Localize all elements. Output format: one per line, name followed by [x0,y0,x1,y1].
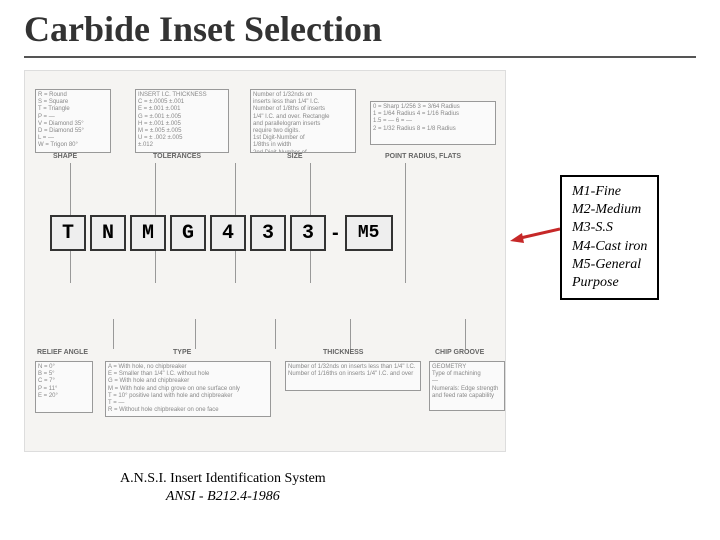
annotation-line: Purpose [572,274,647,292]
annotation-line: M5-General [572,256,647,274]
code-char-4: G [170,215,206,251]
chip-lines: GEOMETRYType of machining—Numerals: Edge… [432,364,502,400]
shape-box: R = RoundS = SquareT = TriangleP = —V = … [35,89,111,153]
thickness-label: THICKNESS [323,349,363,356]
annotation-line: M4-Cast iron [572,238,647,256]
conn-line [350,319,351,349]
size-label: SIZE [287,153,303,160]
caption-line-2: ANSI - B212.4-1986 [120,488,326,506]
conn-line [113,319,114,349]
annotation-line: M3-S.S [572,219,647,237]
radius-label: POINT RADIUS, FLATS [385,153,461,160]
tolerances-box: INSERT I.C. THICKNESSC = ±.0005 ±.001E =… [135,89,229,153]
type-box: A = With hole, no chipbreakerE = Smaller… [105,361,271,417]
relief-lines: N = 0°B = 5°C = 7°P = 11°E = 20° [38,364,90,400]
size-lines: Number of 1/32nds oninserts less than 1/… [253,92,353,153]
annotation-line: M1-Fine [572,183,647,201]
insert-code-row: T N M G 4 3 3 - M5 [50,215,393,251]
code-char-2: N [90,215,126,251]
thickness-lines: Number of 1/32nds on inserts less than 1… [288,364,418,378]
diagram-caption: A.N.S.I. Insert Identification System AN… [120,470,326,506]
annotation-line: M2-Medium [572,201,647,219]
shape-lines: R = RoundS = SquareT = TriangleP = —V = … [38,92,108,150]
type-label: TYPE [173,349,191,356]
code-char-6: 3 [250,215,286,251]
relief-label: RELIEF ANGLE [37,349,88,356]
chip-label: CHIP GROOVE [435,349,484,356]
size-box: Number of 1/32nds oninserts less than 1/… [250,89,356,153]
code-char-1: T [50,215,86,251]
tolerances-lines: INSERT I.C. THICKNESSC = ±.0005 ±.001E =… [138,92,226,150]
conn-line [465,319,466,349]
code-char-7: 3 [290,215,326,251]
arrow-icon [510,225,560,245]
material-annotation: M1-Fine M2-Medium M3-S.S M4-Cast iron M5… [560,175,659,300]
radius-box: 0 = Sharp 1/256 3 = 3/64 Radius1 = 1/64 … [370,101,496,145]
code-char-3: M [130,215,166,251]
shape-label: SHAPE [53,153,77,160]
code-char-5: 4 [210,215,246,251]
tolerances-label: TOLERANCES [153,153,201,160]
code-dash: - [330,222,341,245]
conn-line [195,319,196,349]
diagram-container: R = RoundS = SquareT = TriangleP = —V = … [24,70,506,452]
title-underline [24,56,696,58]
conn-line [405,163,406,283]
code-suffix: M5 [345,215,393,251]
relief-box: N = 0°B = 5°C = 7°P = 11°E = 20° [35,361,93,413]
conn-line [275,319,276,349]
chip-box: GEOMETRYType of machining—Numerals: Edge… [429,361,505,411]
radius-lines: 0 = Sharp 1/256 3 = 3/64 Radius1 = 1/64 … [373,104,493,133]
thickness-box: Number of 1/32nds on inserts less than 1… [285,361,421,391]
caption-line-1: A.N.S.I. Insert Identification System [120,470,326,488]
type-lines: A = With hole, no chipbreakerE = Smaller… [108,364,268,414]
page-title: Carbide Inset Selection [24,8,382,50]
